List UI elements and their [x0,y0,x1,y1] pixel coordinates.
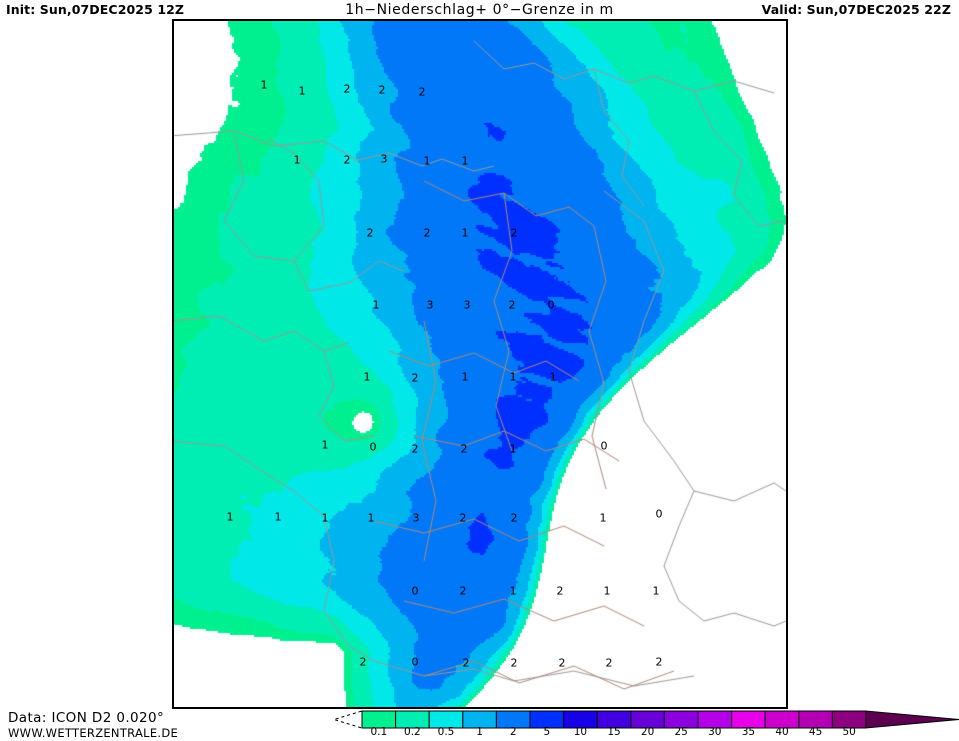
colorbar-tick-label: 0.2 [404,726,421,738]
valid-time-label: Valid: Sun,07DEC2025 22Z [761,2,951,17]
header-bar: Init: Sun,07DEC2025 12Z 1h−Niederschlag+… [0,0,959,20]
colorbar-left-arrow [334,710,363,729]
colorbar-tick-label: 30 [708,726,722,738]
colorbar-tick-label: 15 [607,726,621,738]
colorbar-swatches [334,710,959,729]
colorbar-tick-label: 0.1 [370,726,388,738]
website-url-label: WWW.WETTERZENTRALE.DE [8,726,179,740]
data-source-label: Data: ICON D2 0.020° [8,710,165,726]
colorbar-tick-label: 5 [543,726,551,738]
colorbar-tick-label: 50 [842,726,856,738]
colorbar-tick-label: 2 [509,726,517,738]
precipitation-field-canvas [174,21,786,707]
precipitation-colorbar: 0.1 0.2 0.5 1 2 5 10 15 20 25 30 35 40 45 50 [334,709,959,741]
colorbar-tick-label: 20 [640,726,655,738]
colorbar-right-arrow [865,710,959,729]
page-title: 1h−Niederschlag+ 0°−Grenze in m [345,2,614,18]
colorbar-tick-label: 45 [808,726,823,738]
colorbar-tick-label: 35 [741,726,756,738]
colorbar-tick-label: 40 [775,726,789,738]
colorbar-tick-label: 1 [476,726,483,738]
footer-bar: Data: ICON D2 0.020° WWW.WETTERZENTRALE.… [0,709,959,741]
colorbar-tick-label: 10 [573,726,588,738]
colorbar-tick-label: 0.5 [437,726,455,738]
init-time-label: Init: Sun,07DEC2025 12Z [6,2,185,17]
colorbar-tick-label: 25 [674,726,688,738]
